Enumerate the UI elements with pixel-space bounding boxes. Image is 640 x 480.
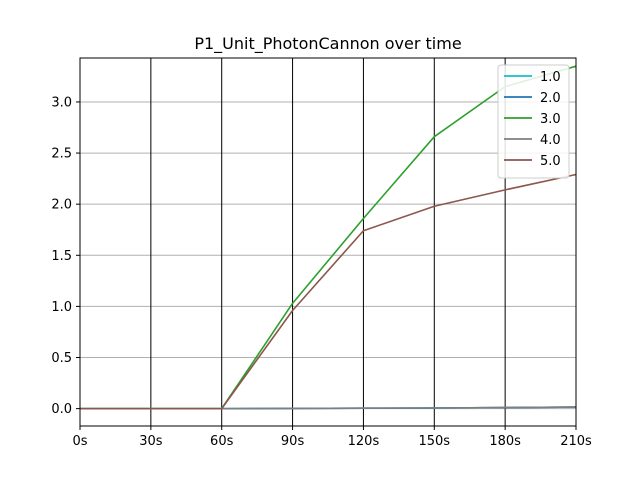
series-lines <box>80 65 577 410</box>
legend-label: 4.0 <box>540 133 561 148</box>
x-tick-label: 210s <box>560 434 592 449</box>
legend-label: 1.0 <box>540 70 561 85</box>
legend-box <box>497 64 570 179</box>
x-tick-label: 180s <box>489 434 521 449</box>
x-tick-label: 30s <box>139 434 163 449</box>
legend-label: 2.0 <box>540 91 561 106</box>
x-tick-label: 90s <box>281 434 305 449</box>
series-line-5.0 <box>80 173 577 410</box>
y-tick-label: 1.5 <box>51 249 72 264</box>
chart-title: P1_Unit_PhotonCannon over time <box>194 34 461 54</box>
legend-label: 5.0 <box>540 154 561 169</box>
legend-label: 3.0 <box>540 112 561 127</box>
legend: 1.0 2.0 3.0 4.0 5.0 <box>497 64 570 179</box>
y-tick-label: 3.0 <box>51 95 72 110</box>
x-tick-label: 0s <box>72 434 87 449</box>
grid <box>80 58 576 426</box>
y-tick-label: 1.0 <box>51 300 72 315</box>
x-axis-ticks: 0s 30s 60s 90s 120s 150s 180s 210s <box>72 426 592 449</box>
y-tick-label: 2.5 <box>51 147 72 162</box>
y-tick-label: 2.0 <box>51 198 72 213</box>
plot-area-frame <box>79 57 577 427</box>
x-tick-label: 60s <box>210 434 234 449</box>
y-axis-ticks: 0.0 0.5 1.0 1.5 2.0 2.5 3.0 <box>51 95 80 417</box>
x-tick-label: 150s <box>418 434 450 449</box>
y-tick-label: 0.5 <box>51 351 72 366</box>
x-tick-label: 120s <box>348 434 380 449</box>
y-tick-label: 0.0 <box>51 402 72 417</box>
